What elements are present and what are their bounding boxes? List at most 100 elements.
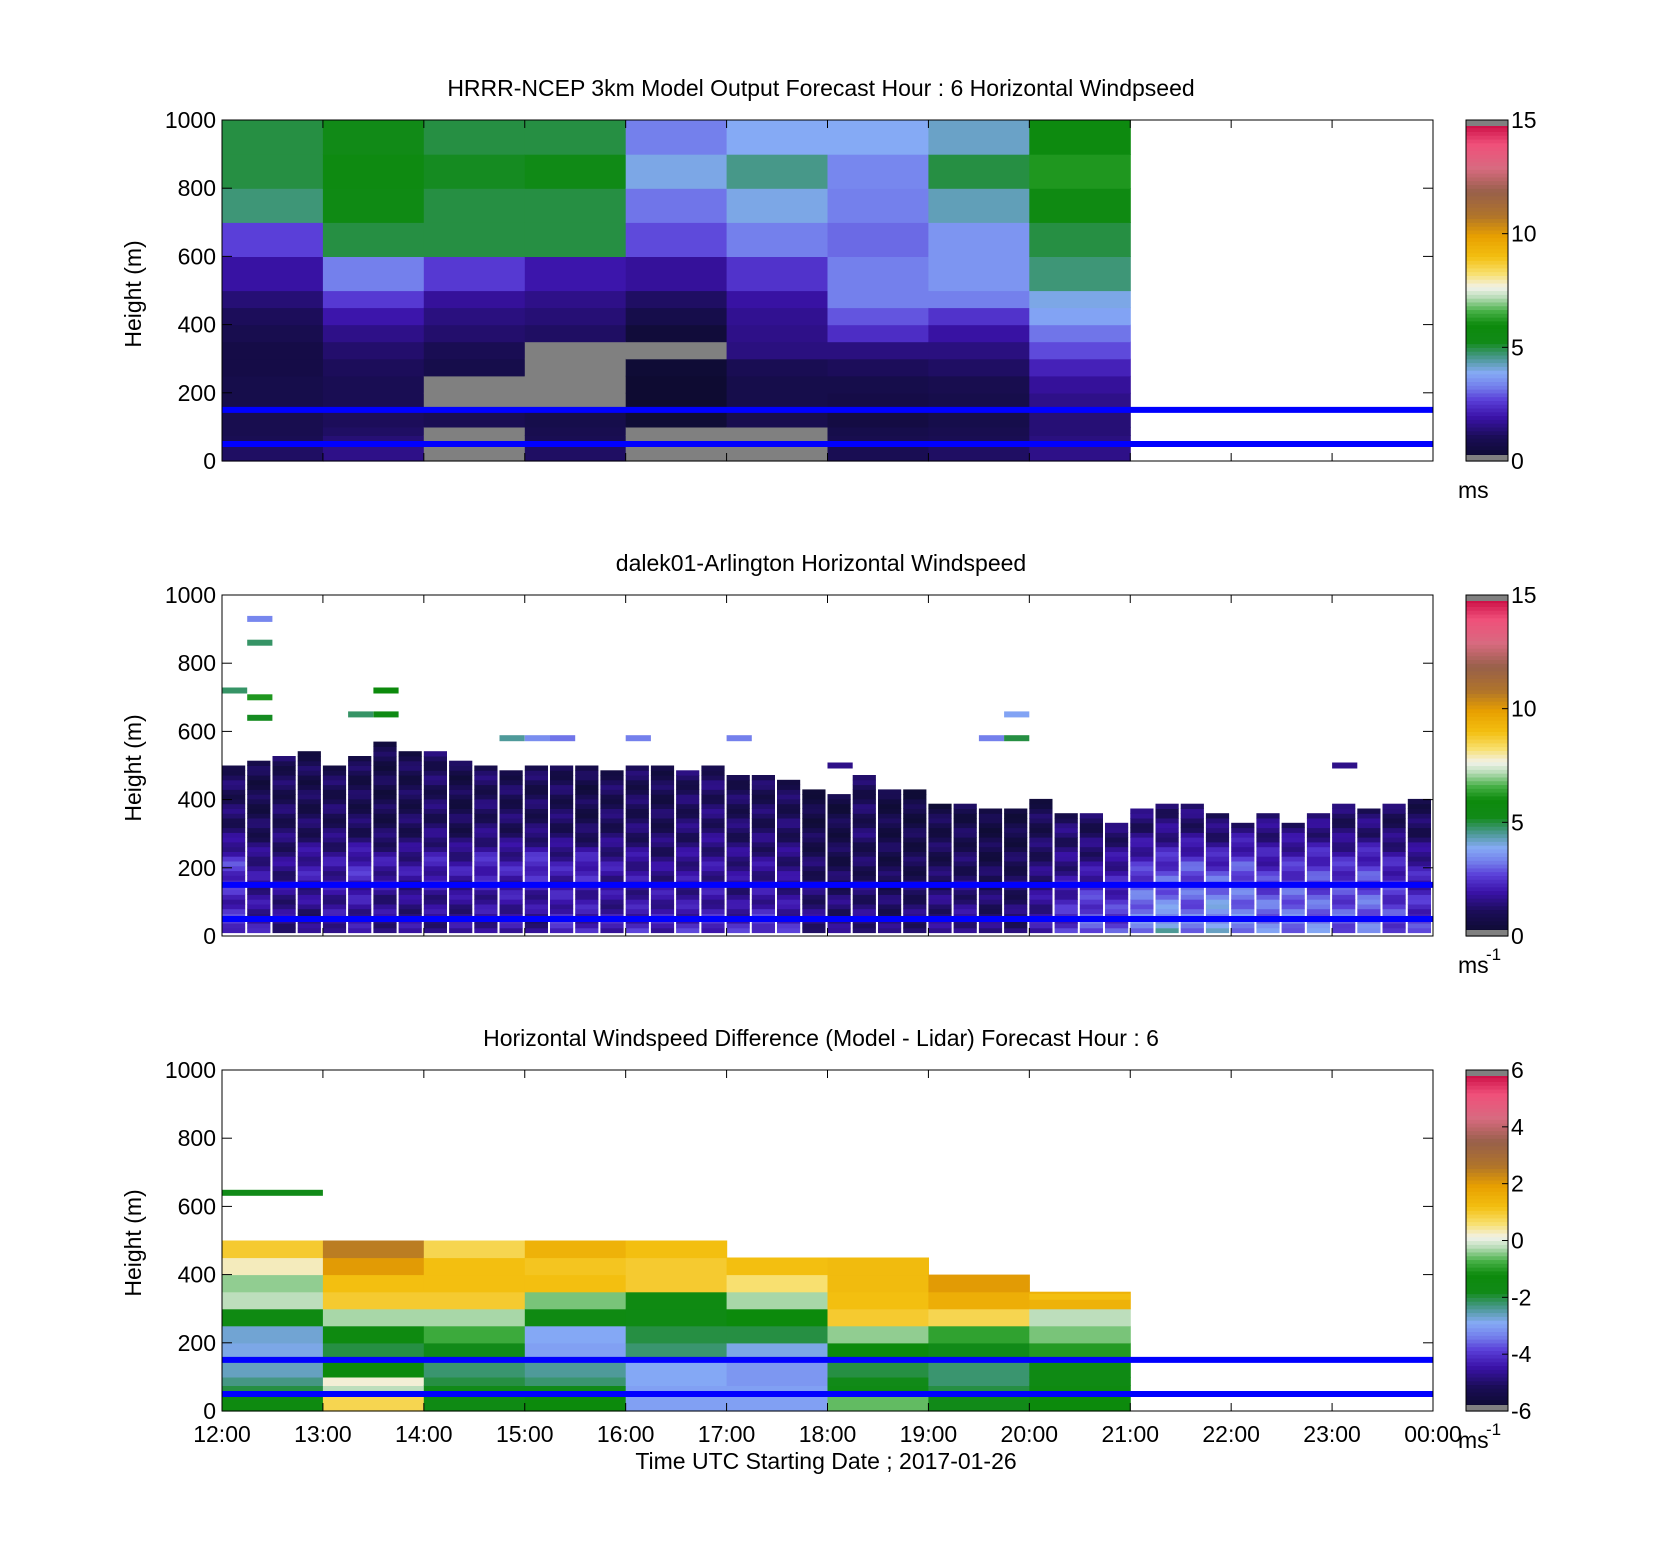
lidar-cell — [903, 908, 927, 914]
lidar-cell — [1180, 813, 1204, 819]
lidar-cell — [953, 822, 977, 829]
lidar-cell — [524, 813, 548, 819]
x-axis-label: Time UTC Starting Date ; 2017-01-26 — [635, 1448, 1016, 1474]
lidar-cell — [550, 841, 574, 848]
lidar-cell — [1357, 851, 1381, 857]
heatmap-cell — [928, 256, 1030, 292]
lidar-cell — [852, 865, 876, 872]
lidar-cell — [222, 827, 246, 833]
lidar-cell — [1130, 827, 1154, 833]
lidar-cell — [499, 923, 523, 929]
lidar-cell — [777, 832, 801, 838]
lidar-cell — [1205, 894, 1230, 900]
x-tick-label: 00:00 — [1404, 1421, 1462, 1447]
lidar-cell — [1205, 832, 1230, 838]
heatmap-cell — [222, 120, 324, 155]
lidar-cell — [1256, 837, 1280, 843]
lidar-cell — [928, 822, 952, 829]
lidar-cell — [1256, 875, 1280, 881]
lidar-cell — [1105, 837, 1129, 843]
colorbar-swatch — [1466, 400, 1508, 405]
lidar-cell — [1231, 875, 1255, 881]
colorbar-swatch — [1466, 309, 1508, 314]
colorbar-swatch — [1466, 1206, 1508, 1211]
colorbar-swatch — [1466, 860, 1508, 865]
lidar-cell — [247, 760, 271, 766]
lidar-cell — [499, 832, 523, 838]
lidar-cell — [575, 832, 599, 838]
lidar-cell — [1004, 841, 1028, 848]
lidar-cell — [524, 808, 548, 814]
heatmap-cell — [827, 1385, 929, 1395]
lidar-cell — [701, 923, 725, 929]
lidar-cell — [1382, 899, 1406, 905]
lidar-cell — [650, 851, 675, 857]
lidar-cell — [1357, 856, 1381, 862]
lidar-cell — [1332, 861, 1356, 867]
lidar-cell — [701, 903, 725, 910]
colorbar-swatch — [1466, 792, 1508, 797]
heatmap-cell — [625, 1308, 728, 1327]
lidar-cell — [322, 818, 347, 824]
lidar-cell — [978, 851, 1003, 857]
heatmap-cell — [222, 392, 324, 411]
lidar-cell — [348, 903, 372, 910]
lidar-cell — [953, 865, 977, 872]
colorbar-tick-label: 15 — [1511, 582, 1537, 608]
lidar-cell — [1332, 908, 1356, 914]
colorbar-tick-label: 10 — [1511, 696, 1537, 722]
colorbar-swatch — [1466, 1240, 1508, 1245]
heatmap-cell — [1029, 1376, 1131, 1386]
lidar-cell — [777, 827, 801, 833]
y-tick-label: 0 — [203, 448, 216, 474]
lidar-cell — [852, 846, 876, 852]
heatmap-cell — [726, 341, 829, 360]
lidar-cell — [398, 841, 422, 848]
lidar-cell — [524, 923, 548, 929]
sparse-return — [625, 1240, 727, 1247]
lidar-cell — [928, 832, 952, 838]
lidar-cell — [1054, 875, 1078, 881]
lidar-cell — [1029, 899, 1053, 905]
lidar-cell — [1205, 846, 1230, 852]
lidar-cell — [575, 770, 599, 776]
lidar-cell — [1105, 827, 1129, 833]
colorbar-swatch — [1466, 1134, 1508, 1139]
colorbar-swatch — [1466, 419, 1508, 424]
lidar-cell — [1054, 927, 1078, 934]
lidar-cell — [1357, 808, 1381, 814]
lidar-cell — [978, 856, 1003, 862]
lidar-cell — [348, 865, 372, 872]
heatmap-cell — [827, 392, 929, 411]
lidar-cell — [650, 927, 675, 934]
lidar-cell — [751, 894, 775, 900]
colorbar-unit: ms — [1458, 477, 1489, 503]
lidar-cell — [1029, 837, 1053, 843]
lidar-cell — [878, 927, 902, 934]
colorbar-tick-label: -2 — [1511, 1284, 1531, 1310]
lidar-cell — [423, 775, 447, 781]
lidar-cell — [398, 803, 422, 809]
lidar-cell — [222, 923, 246, 929]
lidar-cell — [1306, 889, 1331, 895]
lidar-cell — [827, 841, 851, 848]
heatmap-cell — [827, 426, 929, 436]
heatmap-cell — [524, 1308, 627, 1327]
lidar-cell — [777, 779, 801, 786]
lidar-cell — [222, 903, 246, 910]
lidar-cell — [1357, 865, 1381, 872]
colorbar-swatch — [1466, 1198, 1508, 1204]
lidar-cell — [524, 875, 548, 881]
lidar-cell — [1054, 894, 1078, 900]
heatmap-cell — [625, 1342, 728, 1361]
lidar-cell — [524, 822, 548, 829]
lidar-cell — [322, 827, 347, 833]
lidar-cell — [398, 827, 422, 833]
lidar-cell — [1130, 856, 1154, 862]
lidar-cell — [1079, 861, 1103, 867]
heatmap-cell — [827, 154, 929, 189]
colorbar-swatch — [1466, 207, 1508, 212]
lidar-cell — [903, 851, 927, 857]
lidar-cell — [953, 908, 977, 914]
heatmap-cell — [222, 324, 324, 343]
